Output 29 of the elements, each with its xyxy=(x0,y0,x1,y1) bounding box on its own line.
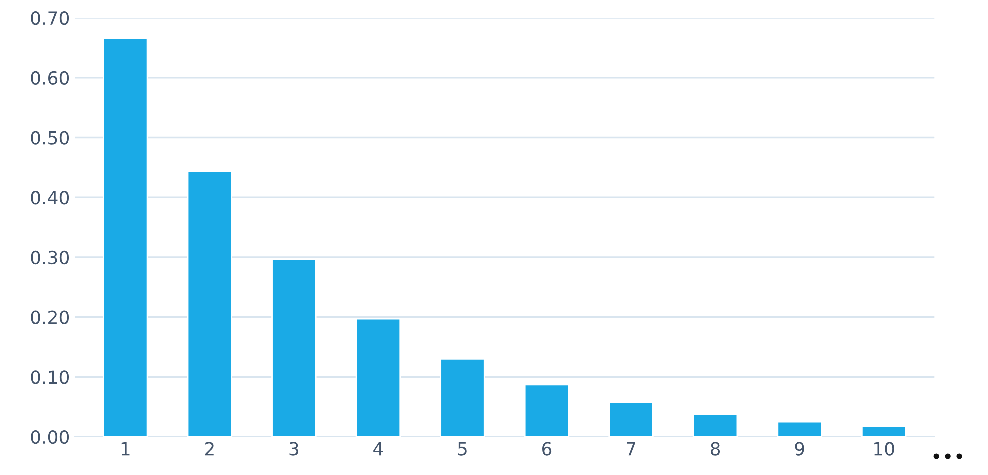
y-tick-label: 0.20 xyxy=(31,310,70,324)
x-tick-label: 9 xyxy=(795,442,804,456)
x-tick-label: 3 xyxy=(290,442,298,456)
x-tick-label: 7 xyxy=(627,442,636,456)
bar xyxy=(608,402,654,437)
text: ••• xyxy=(934,454,962,460)
x-tick-label: 5 xyxy=(458,442,467,456)
x-tick-label: 2 xyxy=(206,442,214,456)
bar xyxy=(187,170,233,437)
bar xyxy=(692,414,738,437)
x-tick-label: 6 xyxy=(542,442,552,456)
bar xyxy=(356,318,402,437)
y-tick-label: 0.10 xyxy=(31,370,70,384)
bar xyxy=(440,358,486,437)
x-tick-label: 8 xyxy=(711,442,720,456)
bar xyxy=(524,384,570,437)
x-tick-label: 1 xyxy=(122,442,130,456)
y-tick-label: 0.50 xyxy=(31,131,70,145)
y-tick-label: 0.00 xyxy=(31,430,70,444)
y-tick-label: 0.30 xyxy=(31,250,70,265)
bar xyxy=(777,421,822,437)
x-tick-label: 4 xyxy=(374,442,384,456)
y-tick-label: 0.70 xyxy=(31,12,70,26)
x-tick-label: 10 xyxy=(874,442,894,456)
y-tick-label: 0.60 xyxy=(31,71,70,86)
y-tick-label: 0.40 xyxy=(31,191,70,205)
bar xyxy=(103,38,148,437)
bar xyxy=(272,259,317,437)
bar xyxy=(861,426,907,437)
